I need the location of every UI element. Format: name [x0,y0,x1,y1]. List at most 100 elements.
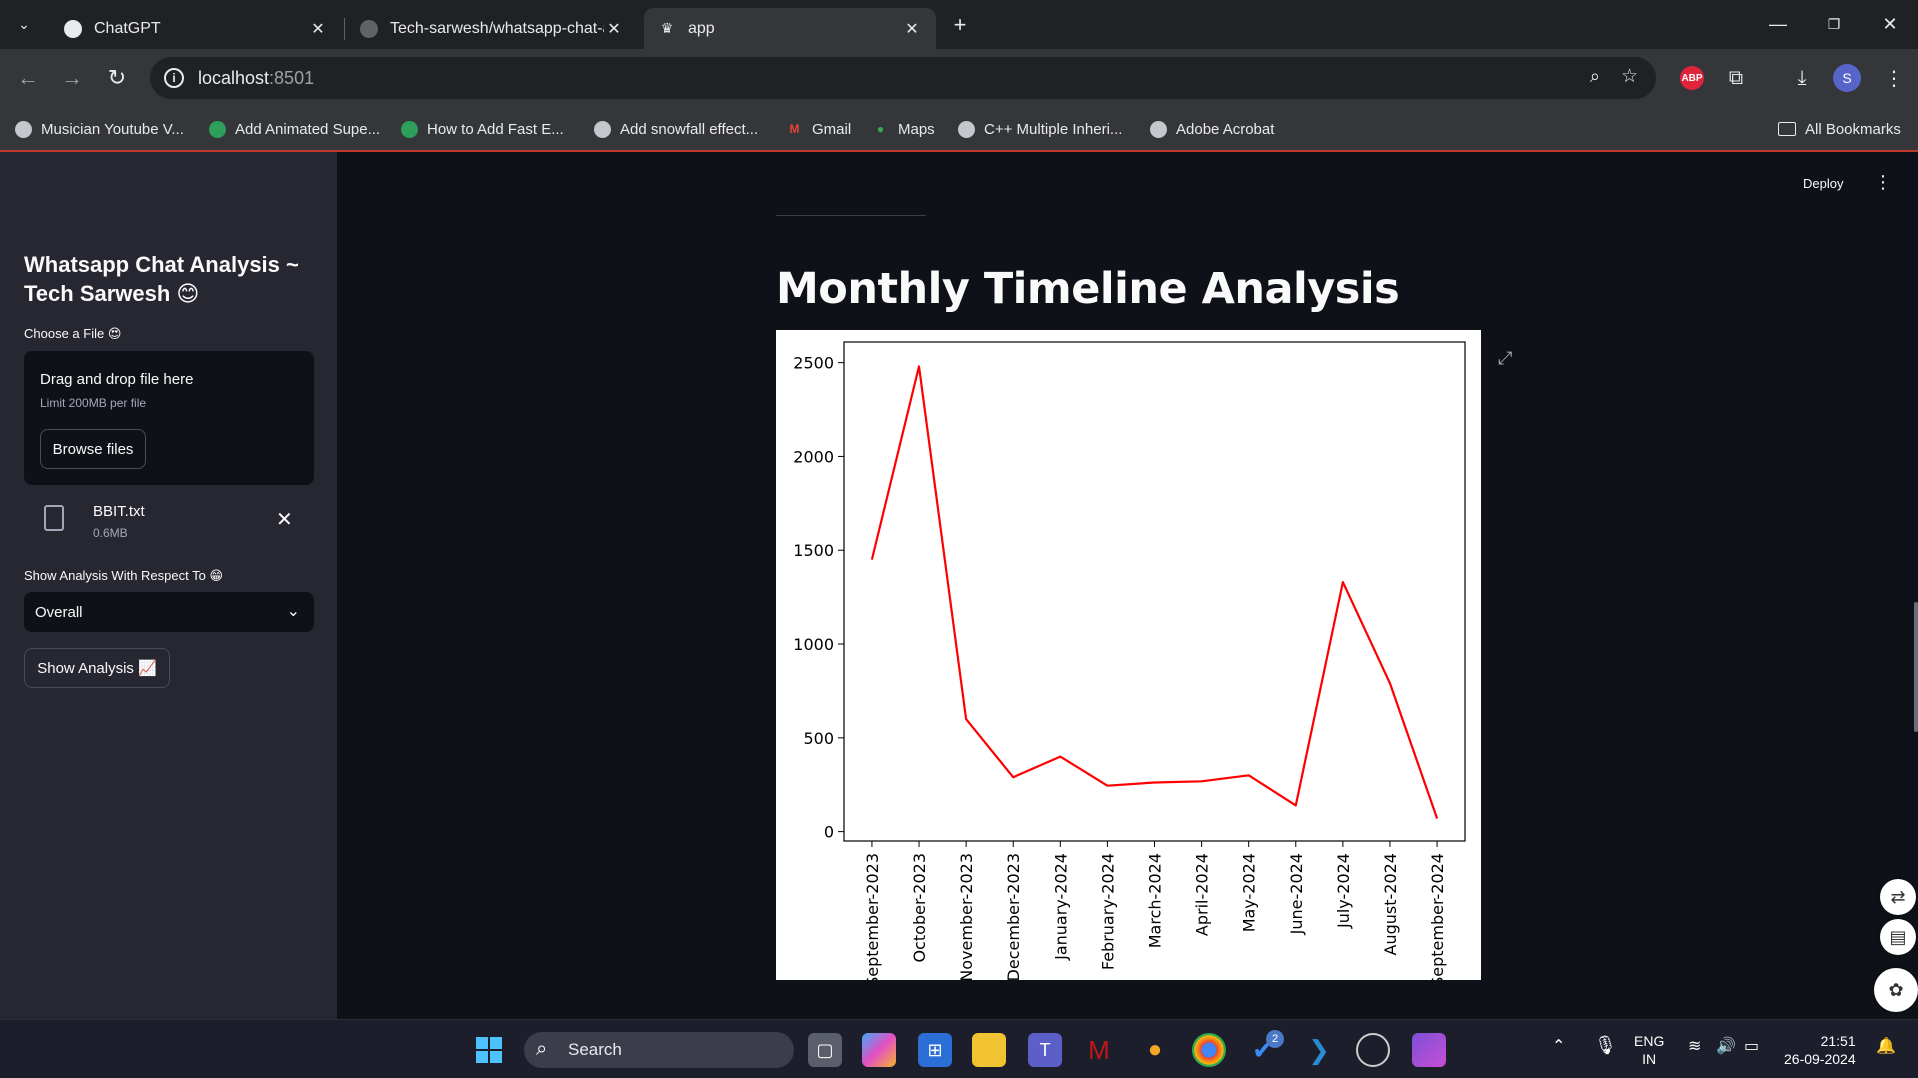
x-tick-label: January-2024 [1051,853,1070,961]
main-menu-icon[interactable]: ⋮ [1874,172,1892,192]
bookmark-item[interactable]: How to Add Fast E... [401,117,564,141]
restore-icon[interactable]: ❐ [1827,16,1841,32]
tray-chevron-up-icon[interactable]: ⌃ [1552,1038,1566,1055]
minimize-icon[interactable]: — [1769,14,1787,34]
bookmark-item[interactable]: Adobe Acrobat [1150,117,1274,141]
adblock-extension-icon[interactable]: ABP [1676,62,1708,94]
teams-icon[interactable]: T [1028,1033,1062,1067]
obs-icon[interactable] [1356,1033,1390,1067]
bookmark-item[interactable]: Add Animated Supe... [209,117,380,141]
ai-brain-icon[interactable]: ✿ [1874,968,1918,1012]
vscode-icon[interactable]: ❯ [1308,1034,1330,1065]
url-port: :8501 [269,67,315,88]
y-tick-label: 2000 [793,447,834,466]
x-tick-label: September-2023 [863,853,882,980]
tab-app[interactable]: ♛ app ✕ [644,8,936,49]
close-window-icon[interactable]: ✕ [1882,14,1898,34]
close-tab-icon[interactable]: ✕ [607,20,621,38]
select-value: Overall [35,603,83,621]
reload-icon[interactable]: ↻ [107,65,127,90]
sidebar-title: Whatsapp Chat Analysis ~ Tech Sarwesh 😊 [24,252,299,306]
streamlit-crown-icon: ♛ [660,19,674,36]
translate-icon[interactable]: ⇄ [1880,879,1916,915]
tab-search-chevron-icon[interactable]: ⌄ [18,16,30,32]
x-tick-label: November-2023 [957,853,976,980]
taskbar-search[interactable]: ⌕ Search [524,1032,794,1068]
tab-title: Tech-sarwesh/whatsapp-chat-a [390,19,604,37]
tab-title: ChatGPT [94,19,161,37]
store-icon[interactable]: ⊞ [918,1033,952,1067]
url-host: localhost [198,67,270,88]
bookmarks-bar: Musician Youtube V... Add Animated Supe.… [0,107,1918,152]
y-tick-label: 2500 [793,354,834,373]
remove-file-icon[interactable]: ✕ [276,509,293,531]
copilot-icon[interactable] [862,1033,896,1067]
globe-icon [958,120,975,138]
download-icon[interactable]: ⤓ [1797,66,1807,89]
deploy-button[interactable]: Deploy [1803,176,1844,191]
task-view-icon[interactable]: ▢ [808,1033,842,1067]
notifications-bell-icon[interactable]: 🔔 [1876,1038,1896,1055]
globe-icon [15,120,32,138]
volume-icon[interactable]: 🔊 [1716,1038,1736,1055]
profile-avatar[interactable]: S [1831,62,1863,94]
language-indicator[interactable]: ENG IN [1634,1033,1665,1067]
maps-pin-icon: ● [876,122,885,136]
reader-icon[interactable]: ▤ [1880,919,1916,955]
file-explorer-icon[interactable] [972,1033,1006,1067]
forward-icon[interactable]: → [61,65,83,90]
mcafee-icon[interactable]: M [1088,1034,1110,1065]
page-title: Monthly Timeline Analysis [776,264,1400,314]
x-tick-label: April-2024 [1193,853,1212,936]
bookmark-item[interactable]: C++ Multiple Inheri... [958,117,1122,141]
tab-chatgpt[interactable]: ChatGPT ✕ [50,8,342,49]
search-icon: ⌕ [536,1038,548,1060]
site-info-icon[interactable]: i [164,68,184,88]
tab-separator [344,18,345,40]
back-icon[interactable]: ← [17,65,39,90]
bookmark-item[interactable]: Musician Youtube V... [15,117,184,141]
notification-badge: 2 [1266,1030,1284,1048]
all-bookmarks[interactable]: All Bookmarks [1778,117,1901,141]
medal-icon[interactable]: ● [1147,1036,1163,1063]
file-dropzone[interactable]: Drag and drop file here Limit 200MB per … [24,351,314,485]
close-tab-icon[interactable]: ✕ [311,20,325,38]
battery-icon[interactable]: ▭ [1744,1038,1760,1055]
y-tick-label: 0 [824,823,834,842]
select-label: Show Analysis With Respect To 😁 [24,568,224,583]
extensions-icon[interactable]: ⧉ [1728,66,1744,89]
close-tab-icon[interactable]: ✕ [905,20,919,38]
scrollbar-thumb[interactable] [1914,602,1918,732]
x-tick-label: August-2024 [1381,853,1400,955]
address-bar[interactable]: i localhost:8501 ⌕ ☆ [150,57,1656,99]
tab-title: app [688,19,715,37]
microphone-icon[interactable]: 🎙 [1594,1035,1617,1055]
bookmark-item[interactable]: M Gmail [786,117,852,141]
menu-kebab-icon[interactable]: ⋮ [1884,67,1904,90]
chrome-icon[interactable] [1192,1033,1226,1067]
new-tab-icon[interactable]: + [953,11,967,37]
clock[interactable]: 21:51 26-09-2024 [1784,1033,1856,1067]
site-icon [209,120,226,138]
file-uploader-label: Choose a File 😍 [24,326,122,341]
show-analysis-button[interactable]: Show Analysis 📈 [24,648,170,688]
globe-icon [1150,120,1167,138]
zoom-icon[interactable]: ⌕ [1589,66,1600,86]
bookmark-item[interactable]: Add snowfall effect... [594,117,758,141]
clipchamp-icon[interactable] [1412,1033,1446,1067]
analysis-user-select[interactable]: Overall ⌄ [24,592,314,632]
x-tick-label: March-2024 [1146,853,1165,948]
globe-icon [594,120,611,138]
fullscreen-expand-icon[interactable]: ⤢ [1498,348,1513,368]
chart-svg: 0 500 1000 1500 2000 2500 September-2023 Octobe… [793,341,1466,987]
previous-element-edge [776,212,926,216]
taskbar: ⌕ Search ▢ ⊞ T M ● ✔ 2 ❯ ⌃ 🎙 ENG IN ≋ 🔊 … [0,1019,1918,1078]
tab-github[interactable]: Tech-sarwesh/whatsapp-chat-a ✕ [346,8,638,49]
bookmark-item[interactable]: ● Maps [872,117,935,141]
series-line [870,365,1439,819]
github-icon [360,19,378,38]
browse-files-button[interactable]: Browse files [40,429,146,469]
bookmark-star-icon[interactable]: ☆ [1620,66,1638,87]
windows-start-icon[interactable] [472,1033,506,1067]
wifi-icon[interactable]: ≋ [1688,1038,1702,1055]
